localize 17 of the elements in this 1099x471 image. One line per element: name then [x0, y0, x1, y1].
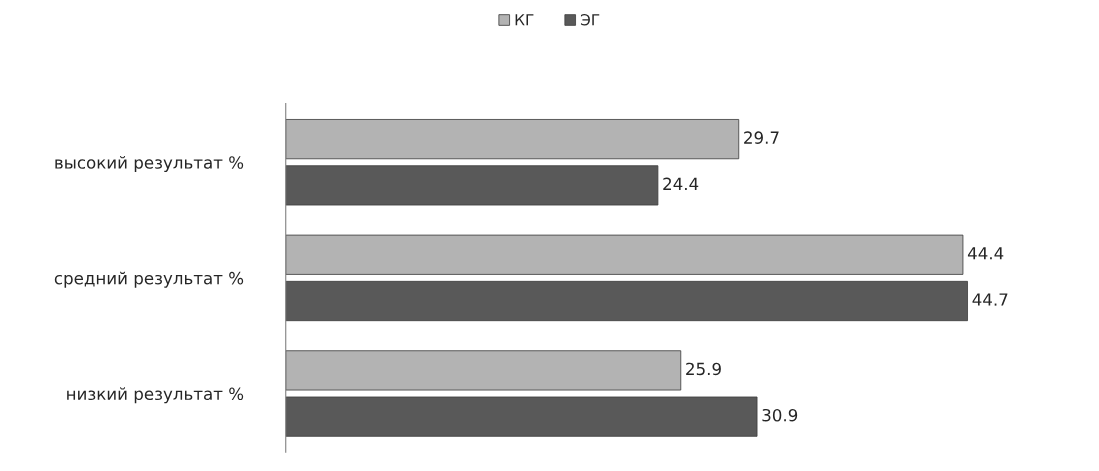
- data-label: 44.4: [967, 247, 1004, 260]
- bar: [285, 280, 968, 322]
- bar: [285, 396, 758, 437]
- bar: [285, 234, 964, 275]
- bar: [285, 350, 682, 391]
- data-label: 25.9: [686, 362, 721, 376]
- data-label: 24.4: [663, 177, 699, 190]
- bar: [285, 119, 740, 160]
- data-label: 29.7: [744, 131, 779, 144]
- legend-label: КГ: [515, 14, 534, 26]
- legend-label: ЭГ: [580, 14, 600, 26]
- data-label: 30.9: [762, 408, 798, 422]
- data-label: 44.7: [972, 293, 1008, 306]
- y-tick-label: высокий результат %: [55, 156, 244, 173]
- y-tick-label: средний результат %: [54, 271, 244, 288]
- y-tick-label: низкий результат %: [67, 387, 244, 404]
- bar: [285, 165, 659, 206]
